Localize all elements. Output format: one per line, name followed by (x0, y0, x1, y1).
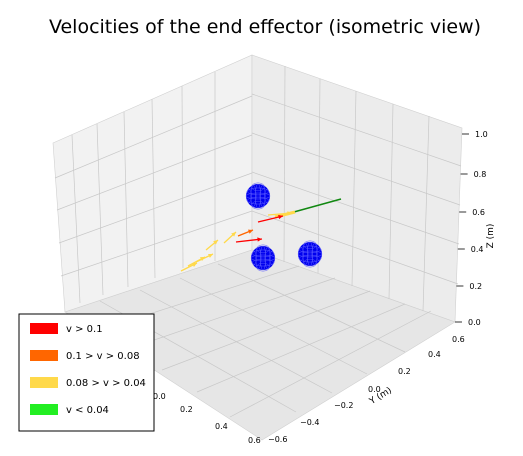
z-tick-label: 0.0 (468, 318, 481, 327)
legend-swatch (30, 377, 58, 388)
y-tick-label: 0.4 (428, 350, 441, 359)
legend-label: 0.08 > v > 0.04 (66, 378, 146, 389)
y-tick-label: −0.4 (300, 418, 319, 427)
x-tick-label: 0.4 (215, 422, 228, 431)
z-axis-label: Z (m) (486, 224, 496, 249)
x-tick-label: 0.6 (248, 436, 261, 445)
legend-swatch (30, 404, 58, 415)
y-tick-label: 0.6 (452, 335, 465, 344)
y-tick-label: −0.6 (268, 435, 287, 444)
x-tick-label: 0.2 (180, 405, 193, 414)
z-tick-label: 0.6 (472, 208, 485, 217)
legend-label: 0.1 > v > 0.08 (66, 351, 140, 362)
y-tick-label: 0.2 (398, 367, 411, 376)
legend-label: v > 0.1 (66, 324, 103, 335)
chart-title: Velocities of the end effector (isometri… (49, 16, 481, 38)
z-tick-label: 0.2 (469, 282, 482, 291)
z-tick-label: 1.0 (475, 130, 488, 139)
legend-label: v < 0.04 (66, 405, 109, 416)
x-tick-label: 0.0 (153, 392, 166, 401)
y-tick-label: −0.2 (334, 401, 353, 410)
legend: v > 0.1 0.1 > v > 0.08 0.08 > v > 0.04 v < … (19, 314, 154, 431)
z-tick-label: 0.4 (471, 245, 484, 254)
legend-swatch (30, 323, 58, 334)
z-tick-label: 0.8 (474, 170, 487, 179)
legend-swatch (30, 350, 58, 361)
